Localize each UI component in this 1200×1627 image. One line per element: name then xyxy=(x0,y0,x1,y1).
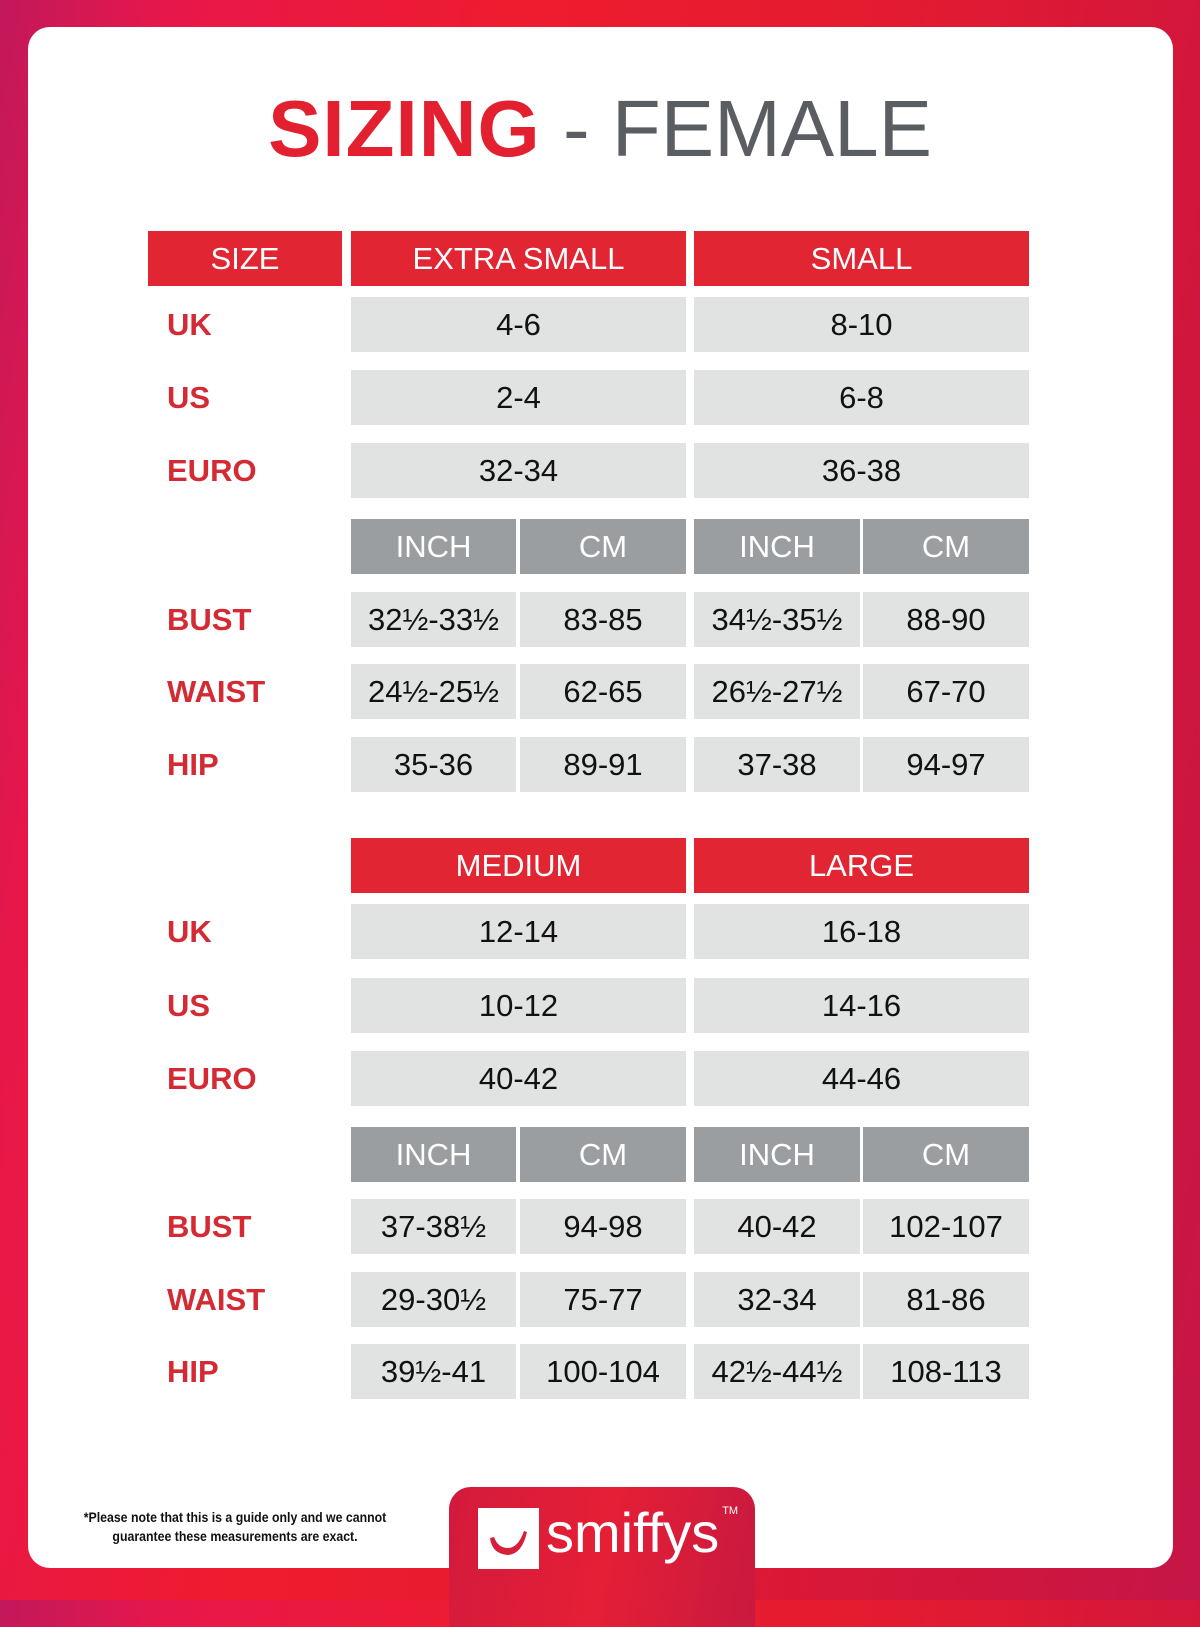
row-label: EURO xyxy=(167,452,257,488)
measurement-cell: 39½-41 xyxy=(351,1344,516,1399)
measurement-cell: 32½-33½ xyxy=(351,592,516,647)
unit-header: INCH xyxy=(351,1127,516,1182)
size-value-cell: 4-6 xyxy=(351,297,686,352)
size-value-cell: 44-46 xyxy=(694,1051,1029,1106)
measurement-cell: 32-34 xyxy=(694,1272,860,1327)
unit-header: CM xyxy=(520,519,686,574)
brand-logo: smiffys TM xyxy=(546,1500,738,1566)
size-value-cell: 6-8 xyxy=(694,370,1029,425)
brand-name: smiffys xyxy=(546,1501,720,1564)
measurement-cell: 35-36 xyxy=(351,737,516,792)
size-column-header: MEDIUM xyxy=(351,838,686,893)
size-value-cell: 14-16 xyxy=(694,978,1029,1033)
smiffys-logo-icon xyxy=(478,1508,539,1569)
measurement-cell: 102-107 xyxy=(863,1199,1029,1254)
row-label: UK xyxy=(167,306,212,342)
row-label: BUST xyxy=(167,601,252,637)
unit-header: INCH xyxy=(351,519,516,574)
row-label: US xyxy=(167,379,211,415)
size-column-header: SMALL xyxy=(694,231,1029,286)
row-label: HIP xyxy=(167,746,219,782)
size-value-cell: 32-34 xyxy=(351,443,686,498)
measurement-cell: 24½-25½ xyxy=(351,664,516,719)
size-header: SIZE xyxy=(148,231,342,286)
title-rest: - FEMALE xyxy=(540,84,932,173)
unit-header: INCH xyxy=(694,519,860,574)
row-label: HIP xyxy=(167,1353,219,1389)
disclaimer-line-2: guarantee these measurements are exact. xyxy=(112,1528,358,1544)
row-label: WAIST xyxy=(167,673,266,709)
row-label: UK xyxy=(167,913,212,949)
measurement-cell: 62-65 xyxy=(520,664,686,719)
measurement-cell: 67-70 xyxy=(863,664,1029,719)
disclaimer-line-1: *Please note that this is a guide only a… xyxy=(83,1509,387,1525)
measurement-cell: 29-30½ xyxy=(351,1272,516,1327)
measurement-cell: 26½-27½ xyxy=(694,664,860,719)
size-value-cell: 8-10 xyxy=(694,297,1029,352)
unit-header: CM xyxy=(520,1127,686,1182)
measurement-cell: 40-42 xyxy=(694,1199,860,1254)
measurement-cell: 34½-35½ xyxy=(694,592,860,647)
row-label: EURO xyxy=(167,1060,257,1096)
measurement-cell: 94-98 xyxy=(520,1199,686,1254)
row-label: WAIST xyxy=(167,1281,266,1317)
measurement-cell: 37-38 xyxy=(694,737,860,792)
measurement-cell: 81-86 xyxy=(863,1272,1029,1327)
measurement-cell: 75-77 xyxy=(520,1272,686,1327)
measurement-cell: 83-85 xyxy=(520,592,686,647)
row-label: US xyxy=(167,987,211,1023)
unit-header: CM xyxy=(863,1127,1029,1182)
row-label: BUST xyxy=(167,1208,252,1244)
size-value-cell: 2-4 xyxy=(351,370,686,425)
size-value-cell: 12-14 xyxy=(351,904,686,959)
measurement-cell: 100-104 xyxy=(520,1344,686,1399)
measurement-cell: 42½-44½ xyxy=(694,1344,860,1399)
size-column-header: LARGE xyxy=(694,838,1029,893)
measurement-cell: 88-90 xyxy=(863,592,1029,647)
size-column-header: EXTRA SMALL xyxy=(351,231,686,286)
measurement-cell: 37-38½ xyxy=(351,1199,516,1254)
size-value-cell: 40-42 xyxy=(351,1051,686,1106)
unit-header: CM xyxy=(863,519,1029,574)
disclaimer-note: *Please note that this is a guide only a… xyxy=(81,1508,389,1546)
page-title: SIZING - FEMALE xyxy=(0,84,1200,174)
measurement-cell: 94-97 xyxy=(863,737,1029,792)
measurement-cell: 89-91 xyxy=(520,737,686,792)
measurement-cell: 108-113 xyxy=(863,1344,1029,1399)
title-main: SIZING xyxy=(268,84,541,173)
trademark: TM xyxy=(722,1505,739,1517)
size-value-cell: 36-38 xyxy=(694,443,1029,498)
unit-header: INCH xyxy=(694,1127,860,1182)
size-value-cell: 10-12 xyxy=(351,978,686,1033)
size-value-cell: 16-18 xyxy=(694,904,1029,959)
